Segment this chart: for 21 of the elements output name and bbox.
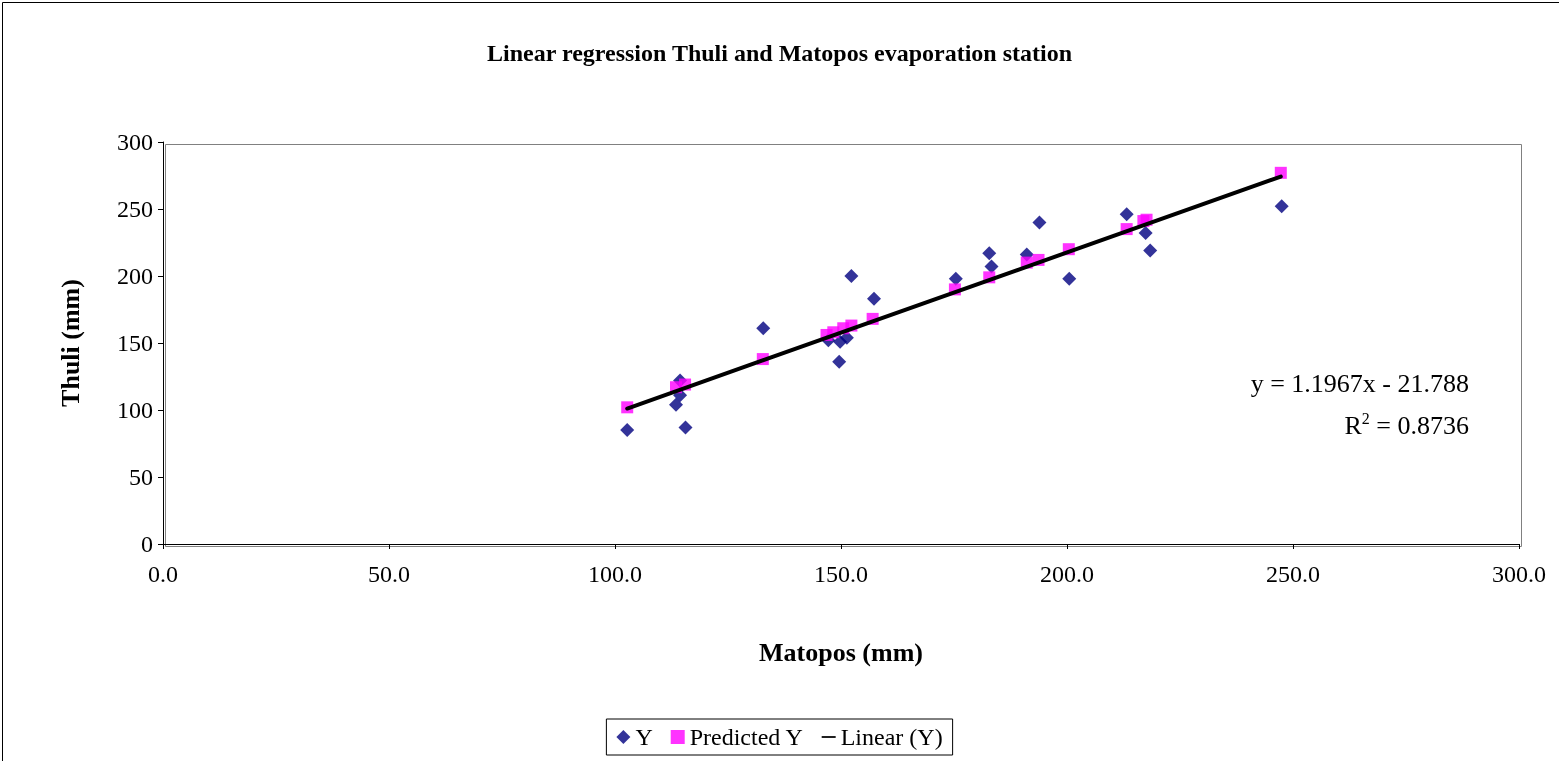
y-tick-label: 250 — [117, 196, 153, 222]
x-tick-label: 300.0 — [1492, 561, 1546, 587]
x-tick-label: 100.0 — [588, 561, 642, 587]
legend-label: Predicted Y — [689, 724, 803, 750]
y-tick-label: 300 — [117, 129, 153, 155]
legend-label: Linear (Y) — [840, 724, 943, 750]
x-axis-title: Matopos (mm) — [759, 637, 923, 667]
chart-title: Linear regression Thuli and Matopos evaporation station — [487, 40, 1072, 66]
y-axis-title: Thuli (mm) — [55, 279, 85, 407]
y-tick-label: 50 — [129, 464, 153, 490]
y-tick-label: 0 — [141, 531, 153, 557]
y-tick-label: 150 — [117, 330, 153, 356]
annotation: y = 1.1967x - 21.788 — [1250, 368, 1469, 398]
y-tick-label: 200 — [117, 263, 153, 289]
x-tick-label: 150.0 — [814, 561, 868, 587]
x-tick-label: 250.0 — [1266, 561, 1320, 587]
x-tick-label: 0.0 — [148, 561, 178, 587]
legend-label: Y — [635, 724, 653, 750]
x-tick-label: 50.0 — [368, 561, 410, 587]
y-tick-label: 100 — [117, 397, 153, 423]
x-tick-label: 200.0 — [1040, 561, 1094, 587]
